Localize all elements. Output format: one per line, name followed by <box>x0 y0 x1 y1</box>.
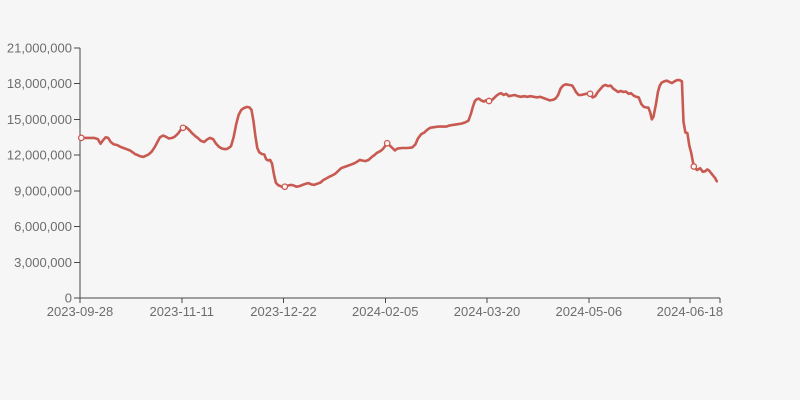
y-tick-label: 18,000,000 <box>7 76 72 91</box>
x-tick-label: 2024-02-05 <box>352 304 419 319</box>
x-tick-label: 2023-09-28 <box>47 304 114 319</box>
series-line <box>80 78 719 189</box>
x-tick-label: 2023-11-11 <box>149 304 214 319</box>
data-point-marker <box>383 139 391 147</box>
y-tick-label: 21,000,000 <box>7 41 72 56</box>
data-point-marker <box>77 134 85 142</box>
data-point-marker <box>485 97 493 105</box>
x-tick-label: 2024-05-06 <box>556 304 623 319</box>
data-point-marker <box>586 90 594 98</box>
data-point-marker <box>690 163 698 170</box>
x-tick-label: 2023-12-22 <box>250 304 317 319</box>
y-tick-label: 15,000,000 <box>7 112 72 127</box>
y-tick-label: 12,000,000 <box>7 148 72 163</box>
y-tick-label: 3,000,000 <box>14 255 72 270</box>
x-tick-label: 2024-03-20 <box>454 304 521 319</box>
data-point-marker <box>281 183 289 191</box>
y-tick-label: 9,000,000 <box>14 183 72 198</box>
x-tick-label: 2024-06-18 <box>657 304 724 319</box>
y-tick-label: 0 <box>65 291 72 306</box>
y-tick-label: 6,000,000 <box>14 219 72 234</box>
data-point-marker <box>179 124 187 132</box>
